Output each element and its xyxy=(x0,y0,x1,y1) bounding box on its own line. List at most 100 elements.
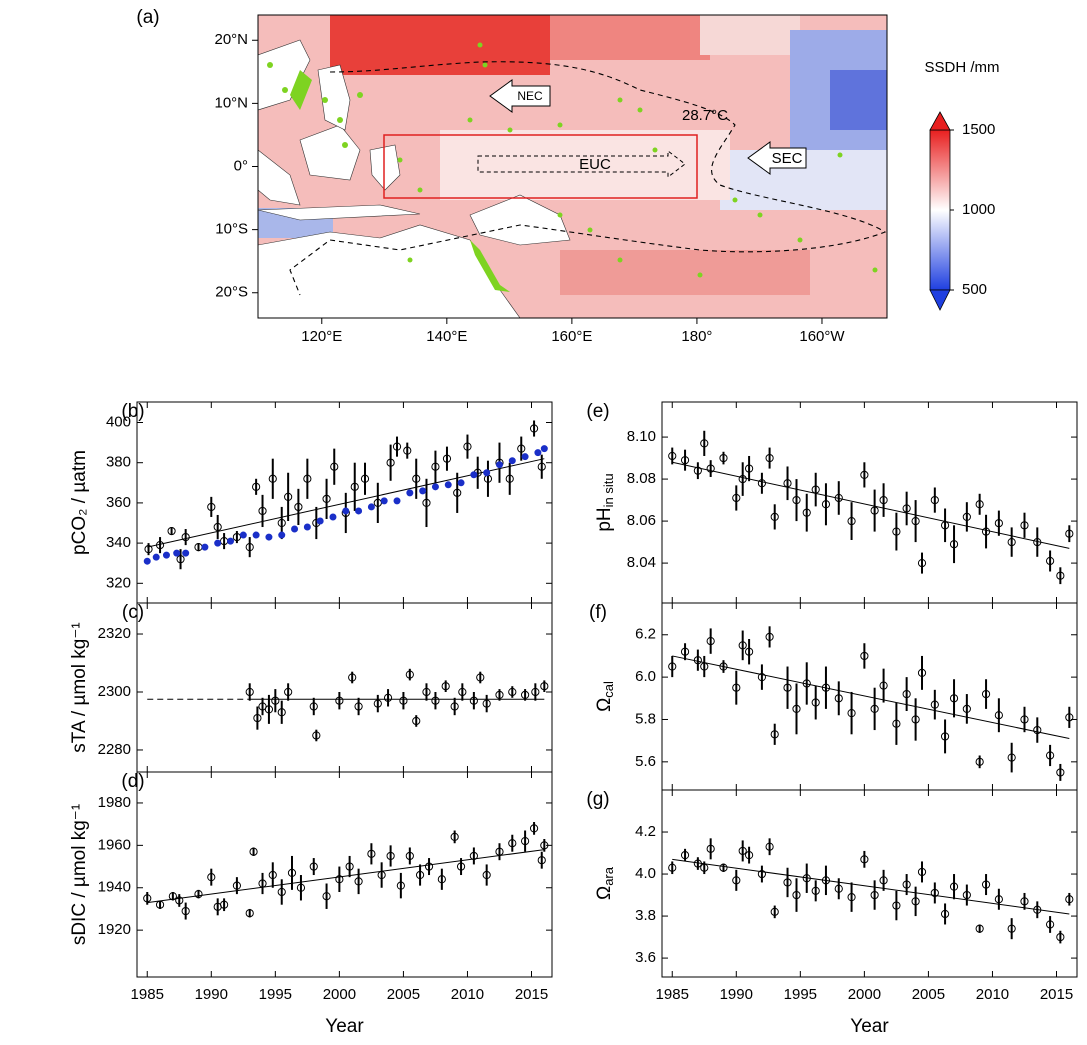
data-point xyxy=(811,886,820,895)
data-point xyxy=(732,493,741,503)
y-tick-label: 5.6 xyxy=(635,753,656,770)
land xyxy=(369,144,401,191)
data-point xyxy=(213,522,222,532)
data-point xyxy=(278,531,286,539)
isotherm xyxy=(289,61,887,296)
y-tick-label: 6.2 xyxy=(635,626,656,643)
data-point xyxy=(870,506,879,515)
nec-arrow xyxy=(489,79,551,113)
low-field xyxy=(830,70,887,130)
x-tick-label: 160°E xyxy=(551,328,592,345)
data-point xyxy=(386,458,395,467)
data-point xyxy=(870,704,879,713)
data-point xyxy=(994,519,1003,528)
data-point xyxy=(719,662,728,671)
data-point xyxy=(508,839,517,848)
x-tick-label: 1995 xyxy=(259,986,292,1003)
data-point xyxy=(847,516,856,526)
data-point xyxy=(355,507,363,515)
data-point xyxy=(930,495,939,505)
data-point xyxy=(152,553,160,561)
data-point xyxy=(1020,715,1029,724)
data-point xyxy=(930,888,939,898)
x-tick-label: 120°E xyxy=(301,328,342,345)
y-tick-label: 8.08 xyxy=(627,470,656,487)
data-point xyxy=(783,683,792,692)
data-point xyxy=(482,699,491,708)
data-point xyxy=(940,909,950,919)
x-tick-label: 2010 xyxy=(451,986,484,1003)
y-tick-label: 8.10 xyxy=(627,428,656,445)
data-point xyxy=(994,711,1003,720)
data-point xyxy=(738,641,747,650)
data-point xyxy=(495,847,504,856)
y-tick-label: 1960 xyxy=(98,836,131,853)
data-point xyxy=(757,673,767,682)
data-point xyxy=(917,867,927,877)
panel-label: (a) xyxy=(136,7,159,28)
panel-label: (f) xyxy=(589,602,607,623)
data-point xyxy=(802,874,811,883)
data-point xyxy=(892,527,901,536)
data-point xyxy=(383,693,393,702)
warm-pool xyxy=(550,15,710,60)
data-point xyxy=(207,502,216,512)
data-point xyxy=(144,545,153,554)
data-point xyxy=(277,887,286,897)
data-point xyxy=(367,503,375,511)
data-point xyxy=(917,668,927,677)
y-axis-title: pCO₂ / µatm xyxy=(69,450,90,555)
data-point xyxy=(821,500,831,509)
data-point xyxy=(719,863,728,872)
data-point xyxy=(309,862,318,871)
y-axis-title-main: pH xyxy=(594,507,615,531)
trend-line xyxy=(672,655,1070,740)
data-point xyxy=(277,518,286,528)
data-point xyxy=(521,690,530,699)
annotation: NEC xyxy=(517,89,543,103)
data-point xyxy=(700,863,709,872)
y-tick-label: 20°S xyxy=(215,284,248,301)
data-point xyxy=(1065,529,1074,538)
data-point xyxy=(1065,895,1074,904)
data-point xyxy=(680,456,690,465)
data-point xyxy=(155,541,165,550)
y-tick-label: 2300 xyxy=(98,683,131,700)
data-point xyxy=(847,709,856,718)
data-point xyxy=(284,492,293,501)
data-point xyxy=(330,462,339,471)
data-point xyxy=(296,883,306,892)
data-point xyxy=(422,687,431,697)
data-point xyxy=(453,488,462,497)
data-point xyxy=(252,531,260,539)
data-point xyxy=(201,543,209,551)
data-point xyxy=(419,487,427,495)
data-point xyxy=(529,424,539,433)
panel-label: (e) xyxy=(586,401,609,422)
data-point xyxy=(469,851,478,861)
warm-pool xyxy=(330,15,550,75)
annotation: 28.7°C xyxy=(682,107,728,124)
x-axis-title: Year xyxy=(325,1016,364,1037)
data-point xyxy=(981,689,991,699)
data-point xyxy=(911,715,920,724)
data-point xyxy=(437,875,446,884)
trend-line xyxy=(147,849,545,904)
data-point xyxy=(181,906,190,916)
data-point xyxy=(219,900,229,909)
data-point xyxy=(495,690,504,699)
y-tick-label: 10°N xyxy=(214,94,248,111)
data-point xyxy=(917,558,927,568)
data-point xyxy=(1033,725,1042,735)
data-point xyxy=(879,681,888,690)
data-point xyxy=(162,551,170,559)
colorbar-extend xyxy=(929,289,951,311)
data-point xyxy=(249,847,258,856)
y-tick-label: 4.0 xyxy=(635,865,656,882)
data-point xyxy=(792,495,801,505)
data-point xyxy=(534,449,542,457)
data-point xyxy=(458,687,467,697)
data-point xyxy=(765,453,774,463)
data-point xyxy=(252,482,261,491)
data-point xyxy=(444,481,452,489)
